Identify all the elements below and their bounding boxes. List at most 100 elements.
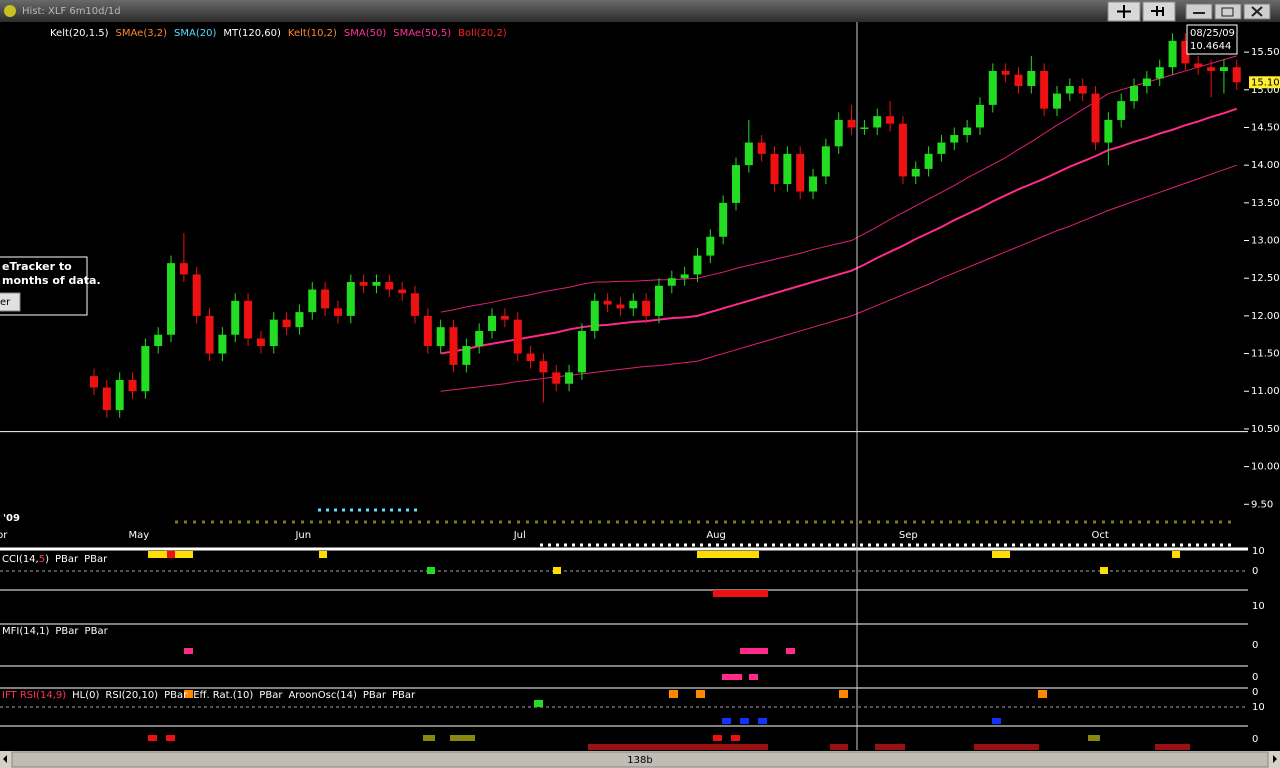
candle-body <box>128 379 137 392</box>
indicator-label: Kelt(10,2) <box>288 28 337 39</box>
candle-body <box>1091 93 1100 143</box>
candle-body <box>988 70 997 105</box>
panel-label: IFT RSI(14,9) <box>2 690 66 701</box>
candle-body <box>1078 86 1087 94</box>
aroon-bar <box>992 718 1001 724</box>
close-icon <box>1251 6 1263 17</box>
candle-body <box>449 327 458 365</box>
crosshair-icon <box>1117 5 1131 18</box>
panel-label: AroonOsc(14) <box>288 690 357 701</box>
toolbar[interactable] <box>1107 1 1271 22</box>
y-tick-label: 12.00 <box>1251 311 1280 322</box>
candle-body <box>411 293 419 316</box>
candle-body <box>975 104 984 128</box>
candle-body <box>1232 67 1241 83</box>
minimize-icon <box>1193 12 1205 14</box>
candle-body <box>539 361 548 373</box>
overlay-line <box>440 107 1238 355</box>
y-tick-label: 14.00 <box>1251 160 1280 171</box>
pbar <box>148 735 157 741</box>
candle-body <box>359 281 368 286</box>
candle-body <box>321 289 330 309</box>
candle-body <box>269 319 278 347</box>
panel-label: HL(0) <box>72 690 99 701</box>
mfi-bar <box>722 674 742 680</box>
candle-body <box>950 135 959 143</box>
last-price-box <box>1249 76 1280 89</box>
indicator-label: SMAe(3,2) <box>116 28 168 39</box>
title-bar <box>0 0 1280 22</box>
candle-body <box>898 123 907 177</box>
candle-body <box>693 255 702 275</box>
candle-body <box>475 330 484 347</box>
year-label: '09 <box>3 513 20 524</box>
indicator-label: SMA(20) <box>174 28 216 39</box>
panel-label: PBar <box>84 554 108 565</box>
panel-axis-label: 10 <box>1252 601 1265 612</box>
candle-body <box>308 289 317 313</box>
candle-body <box>244 300 253 339</box>
candle-body <box>719 202 728 237</box>
panel-axis-label: 10 <box>1252 702 1265 713</box>
candle-body <box>436 327 445 347</box>
candle-body <box>770 153 779 184</box>
panel-label: PBar <box>55 626 79 637</box>
pbar <box>731 735 740 741</box>
app-icon <box>4 5 16 17</box>
price-chart: Kelt(20,1.5) SMAe(3,2) SMA(20) MT(120,60) Ke… <box>0 28 1280 541</box>
x-start-label: Apr <box>0 530 8 541</box>
panel-axis-label: 0 <box>1252 566 1258 577</box>
panel-axis-label: 10 <box>1252 546 1265 557</box>
candle-body <box>552 372 561 384</box>
candle-body <box>1065 86 1074 94</box>
popup-button-label[interactable]: er <box>0 297 11 308</box>
minimize-button[interactable] <box>1185 3 1213 20</box>
panel-axis-label: 0 <box>1252 687 1258 698</box>
cci-bar <box>992 551 1010 558</box>
pbar <box>450 735 475 741</box>
candle-body <box>1014 74 1023 87</box>
candle-body <box>821 146 830 177</box>
indicator-label: SMA(50) <box>344 28 386 39</box>
candle-body <box>385 281 394 290</box>
candle-body <box>1155 67 1164 79</box>
aroon-bar <box>740 718 749 724</box>
x-tick-label: Aug <box>706 530 726 541</box>
candle-body <box>783 153 792 184</box>
y-tick-label: 11.00 <box>1251 386 1280 397</box>
rsi-bar <box>839 690 848 698</box>
candle-body <box>577 330 586 373</box>
y-tick-label: 15.50 <box>1251 47 1280 58</box>
panel-label: PBar <box>363 690 387 701</box>
indicator-label: Kelt(20,1.5) <box>50 28 109 39</box>
y-tick-label: 13.00 <box>1251 236 1280 247</box>
candle-body <box>346 281 355 316</box>
panel-frame <box>0 22 1248 750</box>
pbar <box>1155 744 1190 750</box>
y-tick-label: 13.50 <box>1251 198 1280 209</box>
candle-body <box>423 315 432 347</box>
panel-label: Eff. Rat.(10) <box>193 690 253 701</box>
mfi-bar <box>786 648 795 654</box>
candle-body <box>141 346 150 392</box>
aroon-bar <box>722 718 731 724</box>
candle-body <box>706 236 715 256</box>
candle-body <box>513 319 522 354</box>
y-tick-label: 10.50 <box>1251 424 1280 435</box>
y-tick-label: 10.00 <box>1251 462 1280 473</box>
candle-body <box>500 315 509 320</box>
popup-button[interactable] <box>0 292 21 312</box>
restore-button[interactable] <box>1214 3 1242 20</box>
scroll-label: 138b <box>627 755 652 766</box>
popup-line: months of data. <box>2 274 101 287</box>
cci-bar <box>697 551 759 558</box>
cci-bar <box>427 567 435 574</box>
candle-body <box>1117 101 1126 120</box>
pbar <box>875 744 905 750</box>
scroll-thumb[interactable] <box>11 751 1269 768</box>
panel-label: PBar <box>259 690 283 701</box>
candle-body <box>744 142 753 166</box>
candle-body <box>167 263 176 335</box>
pbar <box>713 735 722 741</box>
